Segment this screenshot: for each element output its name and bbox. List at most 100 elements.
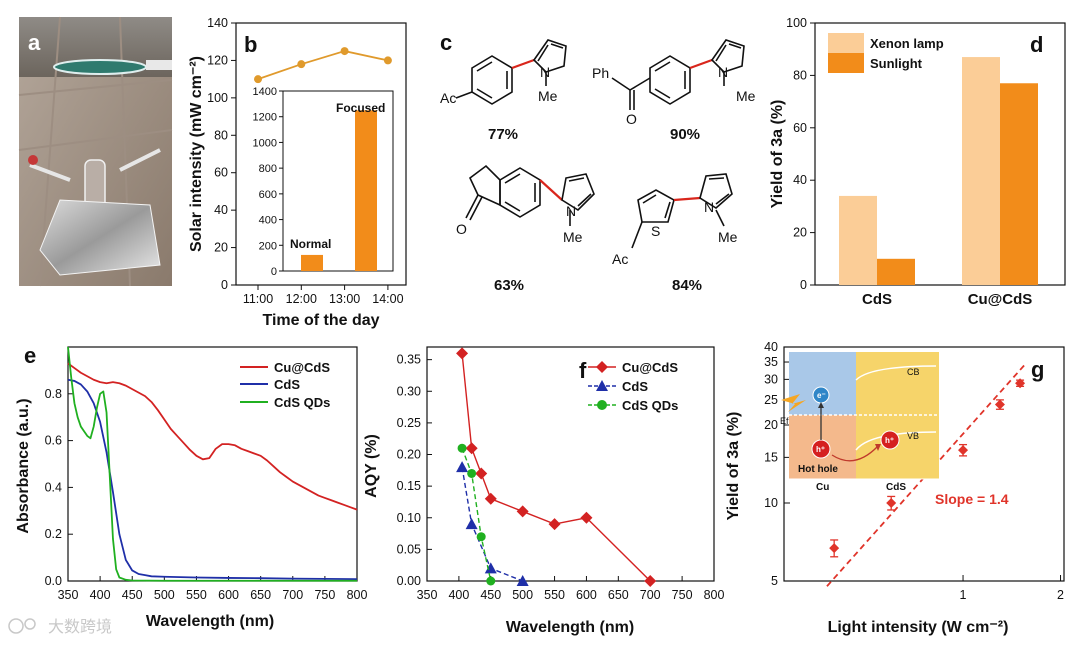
- d-y-tick-label: 80: [793, 68, 807, 82]
- d-legend-swatch-sunlight: [828, 53, 864, 73]
- e-y-axis-title: Absorbance (a.u.): [15, 398, 32, 533]
- f-x-axis-title: Wavelength (nm): [506, 619, 634, 636]
- g-plot-frame: [783, 346, 1065, 582]
- panel-d-yield-bars: d Yield of 3a (%) 0 20 40 60 80 100 Xenon lam…: [769, 16, 1066, 308]
- f-ticks: 0.00 0.05 0.10 0.15 0.20 0.25 0.30 0.35 350 400 45…: [397, 353, 725, 602]
- d-ticks: 0 20 40 60 80 100: [786, 16, 815, 292]
- b-inset-bar: [301, 254, 323, 271]
- compound-3-carbonyl: O: [456, 221, 467, 237]
- pyrrole-bond: [728, 43, 742, 49]
- pyrrole-ring: [532, 39, 567, 73]
- f-legend-qds: CdS QDs: [622, 398, 678, 413]
- pyrrole-bond: [715, 193, 730, 205]
- g-y-axis-title: Yield of 3a (%): [725, 412, 742, 521]
- pyrrole-bond: [568, 177, 585, 182]
- b-y-tick-label: 80: [214, 128, 228, 142]
- watermark: 大数跨境: [8, 617, 112, 636]
- b-data-point: [254, 75, 262, 84]
- new-cn-bond: [689, 58, 713, 70]
- g-y-tick-label: 25: [764, 393, 778, 407]
- pyrrole-ring: [710, 39, 745, 73]
- pyrrole-bond: [577, 193, 592, 207]
- b-y-tick-label: 40: [214, 203, 228, 217]
- panel-e-absorbance: e Absorbance (a.u.) Wavelength (nm) 0.00…: [15, 343, 367, 630]
- d-y-tick-label: 20: [793, 226, 807, 240]
- ef-label: Ef: [780, 416, 789, 426]
- compound-1-yield: 77%: [488, 126, 518, 143]
- b-inset-label-normal: Normal: [290, 237, 331, 251]
- carbonyl-bond: [465, 194, 479, 219]
- b-line-series: [254, 47, 392, 84]
- g-inset-schematic: e⁻ h⁺ h⁺ CB VB Ef Hot hole Cu CdS: [780, 352, 939, 493]
- e-y-tick-label: 0.8: [45, 387, 62, 401]
- f-x-tick-label: 550: [544, 588, 565, 602]
- compound-1-me: Me: [538, 88, 558, 104]
- f-series-line-1: [461, 467, 523, 582]
- f-point-diamond: [580, 511, 593, 524]
- compound-1: Ac N Me 77%: [440, 39, 567, 143]
- g-y-tick-label: 30: [764, 372, 778, 386]
- b-inset-y-tick-label: 600: [259, 189, 277, 201]
- compound-4-yield: 84%: [672, 277, 702, 294]
- f-x-tick-label: 350: [417, 588, 438, 602]
- e-series-line-1: [67, 378, 358, 581]
- pyrrole-bond: [537, 44, 549, 62]
- g-y-tick-label: 20: [764, 418, 778, 432]
- panel-f-aqy: f AQY (%) Wavelength (nm) 0.000.050.100.…: [363, 346, 725, 636]
- red-cap: [28, 155, 38, 165]
- pyrrole-ring: [699, 173, 733, 209]
- e-legend-qds: CdS QDs: [274, 395, 330, 410]
- f-y-tick-label: 0.00: [397, 574, 421, 588]
- vb-label: VB: [907, 431, 919, 441]
- f-legend-cds: CdS: [622, 379, 648, 394]
- pyrrole-bond: [708, 177, 725, 180]
- g-data: [826, 364, 1026, 587]
- f-y-tick-label: 0.15: [397, 479, 421, 493]
- compound-2-me: Me: [736, 88, 756, 104]
- e-legend-cds: CdS: [274, 377, 300, 392]
- d-plot-frame: [814, 22, 1066, 286]
- f-x-tick-label: 600: [576, 588, 597, 602]
- f-x-tick-label: 400: [448, 588, 469, 602]
- f-x-tick-label: 650: [608, 588, 629, 602]
- b-x-tick-label: 12:00: [286, 292, 317, 306]
- e-x-tick-label: 750: [314, 588, 335, 602]
- ring-bond: [654, 88, 671, 99]
- fresnel-lens: [53, 59, 147, 75]
- hole-label: h⁺: [816, 445, 825, 454]
- f-y-tick-label: 0.10: [397, 511, 421, 525]
- b-inset-y-tick-label: 1200: [253, 112, 277, 124]
- b-inset-y-tick-label: 1000: [253, 137, 277, 149]
- d-y-tick-label: 100: [786, 16, 807, 30]
- e-series-line-0: [67, 362, 358, 511]
- f-legend-cucds: Cu@CdS: [622, 360, 678, 375]
- b-y-tick-label: 60: [214, 166, 228, 180]
- cds-label: CdS: [886, 482, 906, 493]
- compound-2-yield: 90%: [670, 126, 700, 143]
- g-y-tick-label: 40: [764, 340, 778, 354]
- g-y-tick-label: 10: [764, 496, 778, 510]
- d-legend-swatch-xenon: [828, 33, 864, 53]
- d-y-axis-title: Yield of 3a (%): [769, 100, 786, 209]
- f-point-circle: [467, 468, 477, 478]
- f-x-tick-label: 450: [480, 588, 501, 602]
- panel-label-b: b: [244, 32, 257, 57]
- e-x-tick-label: 400: [90, 588, 111, 602]
- compound-4-n: N: [704, 199, 714, 215]
- e-x-tick-label: 550: [186, 588, 207, 602]
- cu-upper-band: [789, 352, 856, 415]
- g-x-tick-label: 2: [1057, 588, 1064, 602]
- acetyl-bond: [631, 221, 643, 249]
- f-y-tick-label: 0.35: [397, 353, 421, 367]
- d-bar: [877, 258, 915, 285]
- b-y-tick-label: 0: [221, 278, 228, 292]
- ring-bond: [504, 201, 521, 212]
- b-inset-y-tick-label: 200: [259, 240, 277, 252]
- panel-label-c: c: [440, 30, 452, 55]
- electron-label: e⁻: [817, 391, 826, 400]
- e-y-tick-label: 0.2: [45, 527, 62, 541]
- e-x-axis-title: Wavelength (nm): [146, 613, 274, 630]
- compound-4-me: Me: [718, 229, 738, 245]
- b-series-line: [257, 50, 389, 80]
- watermark-logo-icon: [8, 618, 24, 634]
